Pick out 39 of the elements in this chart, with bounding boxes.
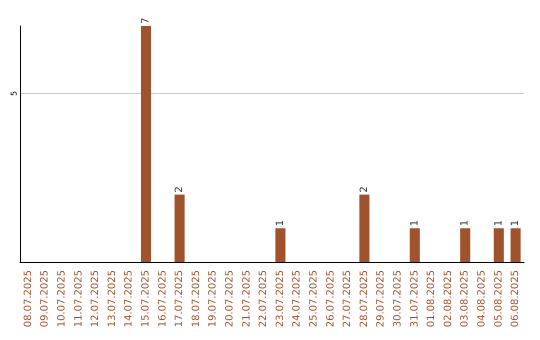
- x-tick-label: 31.07.2025: [409, 270, 420, 328]
- x-tick-label: 26.07.2025: [325, 270, 336, 328]
- x-tick-label: 15.07.2025: [140, 270, 152, 328]
- x-tick-label: 27.07.2025: [342, 270, 354, 328]
- x-tick-label: 23.07.2025: [274, 270, 286, 328]
- x-tick-label: 10.07.2025: [56, 270, 68, 328]
- data-label: 2: [358, 186, 370, 193]
- x-tick-label: 21.07.2025: [241, 270, 252, 328]
- data-label: 1: [274, 220, 286, 226]
- x-tick-label: 30.07.2025: [392, 270, 404, 328]
- x-tick-label: 18.07.2025: [190, 270, 202, 328]
- x-tick-label: 19.07.2025: [208, 270, 219, 328]
- x-tick-label: 29.07.2025: [376, 270, 387, 328]
- x-tick-label: 04.08.2025: [476, 270, 488, 328]
- x-tick-label: 06.08.2025: [510, 270, 522, 328]
- x-tick-label: 24.07.2025: [292, 270, 303, 328]
- x-tick-label: 09.07.2025: [40, 270, 51, 328]
- x-tick-label: 25.07.2025: [308, 270, 320, 328]
- x-tick-label: 11.07.2025: [73, 270, 84, 328]
- x-tick-label: 17.07.2025: [174, 270, 186, 328]
- x-tick-label: 28.07.2025: [358, 270, 370, 328]
- x-tick-label: 13.07.2025: [106, 270, 118, 328]
- x-tick-label: 01.08.2025: [426, 270, 438, 328]
- x-tick-label: 16.07.2025: [157, 270, 168, 328]
- x-tick-label: 20.07.2025: [224, 270, 236, 328]
- x-tick-label: 14.07.2025: [124, 270, 135, 328]
- x-tick-label: 02.08.2025: [442, 270, 454, 328]
- x-tick-label: 08.07.2025: [22, 270, 34, 328]
- data-label: 1: [510, 220, 522, 226]
- x-tick-label: 12.07.2025: [90, 270, 102, 328]
- x-tick-label: 05.08.2025: [493, 270, 504, 328]
- data-label: 1: [493, 220, 504, 226]
- data-label: 7: [140, 18, 152, 24]
- x-tick-label: 03.08.2025: [460, 270, 471, 328]
- data-label: 2: [174, 186, 186, 193]
- data-label: 1: [460, 220, 471, 226]
- x-tick-label: 22.07.2025: [258, 270, 270, 328]
- data-label: 1: [409, 220, 420, 226]
- y-tick-label: 5: [10, 90, 18, 96]
